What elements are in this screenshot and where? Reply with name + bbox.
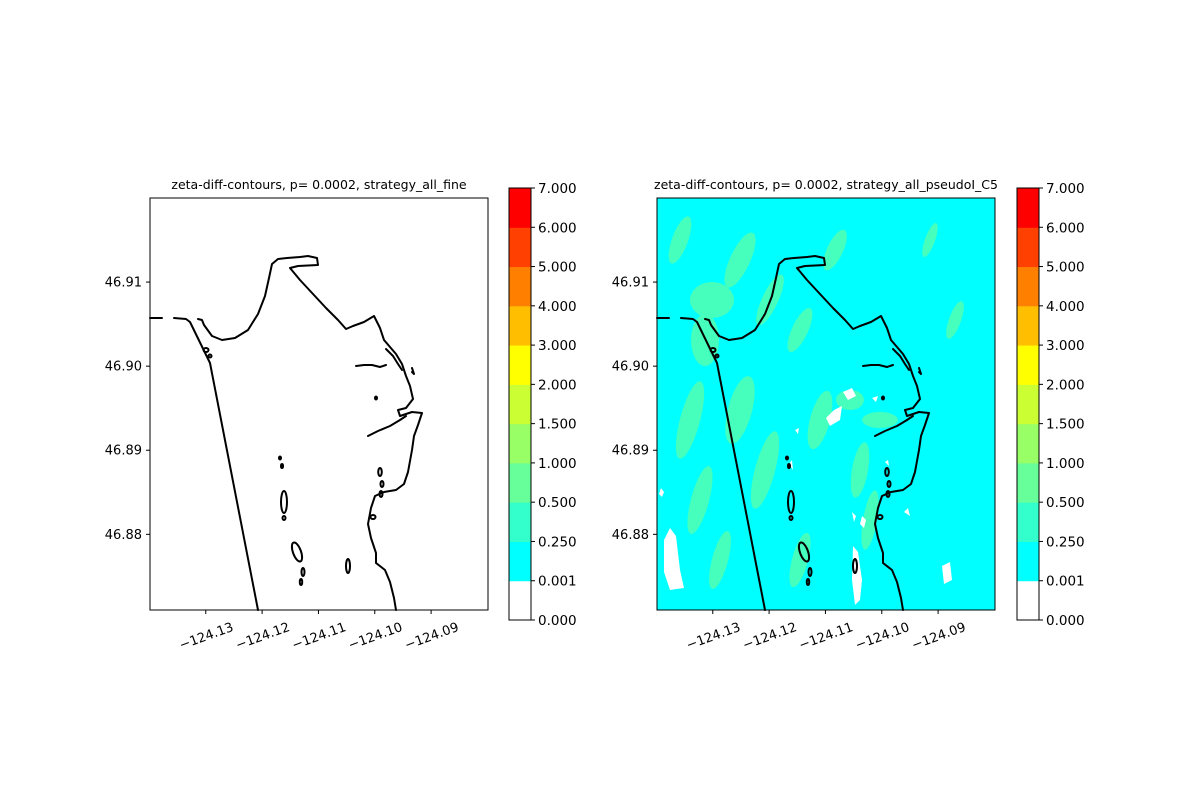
colorbar-segment <box>1017 188 1039 228</box>
colorbar-frame <box>1016 187 1040 621</box>
colorbar-segment <box>1017 423 1039 464</box>
x-tick-label: −124.09 <box>910 620 968 653</box>
y-tick-label: 46.89 <box>612 444 649 459</box>
x-tick-label: −124.12 <box>234 620 292 653</box>
panel-2-title: zeta-diff-contours, p= 0.0002, strategy_… <box>654 177 998 192</box>
x-tick-label: −124.10 <box>854 620 912 653</box>
colorbar-segment <box>509 580 531 621</box>
colorbar-2: 0.000 0.001 0.250 0.500 1.000 1.500 2.000 3.000… <box>1016 181 1085 629</box>
colorbar-label: 4.000 <box>538 299 577 315</box>
colorbar-segment <box>509 423 531 464</box>
colorbar-label: 3.000 <box>538 338 577 354</box>
x-tick-label: −124.13 <box>178 620 236 653</box>
panel-2-field-patches <box>668 216 964 590</box>
colorbar-label: 0.250 <box>1046 534 1085 550</box>
colorbar-label: 7.000 <box>538 181 577 197</box>
colorbar-segment <box>1017 541 1039 582</box>
colorbar-label: 0.500 <box>1046 495 1085 511</box>
panel-2-field-zero-areas <box>659 388 952 605</box>
colorbar-frame <box>508 187 532 621</box>
colorbar-label: 5.000 <box>1046 260 1085 276</box>
y-tick-label: 46.88 <box>612 528 649 543</box>
colorbar-segment <box>509 502 531 542</box>
colorbar-label: 6.000 <box>538 220 577 236</box>
colorbar-segment <box>509 305 531 346</box>
panel-2-field <box>657 198 995 610</box>
colorbar-segment <box>509 227 531 268</box>
y-tick-label: 46.90 <box>612 360 649 375</box>
panel-2-axes-frame <box>656 197 996 611</box>
colorbar-1: 0.000 0.001 0.250 0.500 1.000 1.500 2.000 3.000… <box>508 181 577 629</box>
colorbar-label: 0.500 <box>538 495 577 511</box>
colorbar-label: 0.000 <box>1046 613 1085 629</box>
colorbar-segment <box>1017 462 1039 503</box>
colorbar-segment <box>1017 345 1039 385</box>
colorbar-label: 0.001 <box>538 574 577 590</box>
colorbar-segment <box>1017 227 1039 268</box>
colorbar-label: 5.000 <box>538 260 577 276</box>
colorbar-segment <box>509 462 531 503</box>
colorbar-label: 3.000 <box>1046 338 1085 354</box>
colorbar-segment <box>509 384 531 425</box>
panel-1: zeta-diff-contours, p= 0.0002, strategy_… <box>105 177 489 653</box>
colorbar-segment <box>1017 384 1039 425</box>
colorbar-segment <box>509 188 531 228</box>
colorbar-label: 2.000 <box>1046 377 1085 393</box>
y-tick-label: 46.90 <box>105 360 142 375</box>
colorbar-label: 7.000 <box>1046 181 1085 197</box>
colorbar-label: 1.000 <box>1046 456 1085 472</box>
colorbar-label: 1.500 <box>1046 417 1085 433</box>
y-tick-label: 46.88 <box>105 528 142 543</box>
x-tick-label: −124.10 <box>347 620 405 653</box>
colorbar-label: 1.000 <box>538 456 577 472</box>
colorbar-label: 1.500 <box>538 417 577 433</box>
y-tick-label: 46.91 <box>105 276 142 291</box>
colorbar-label: 4.000 <box>1046 299 1085 315</box>
colorbar-label: 0.001 <box>1046 574 1085 590</box>
y-tick-label: 46.89 <box>105 444 142 459</box>
colorbar-label: 2.000 <box>538 377 577 393</box>
colorbar-segment <box>509 541 531 582</box>
colorbar-segment <box>1017 266 1039 307</box>
x-tick-label: −124.09 <box>403 620 461 653</box>
y-tick-label: 46.91 <box>612 276 649 291</box>
colorbar-segment <box>509 266 531 307</box>
x-tick-label: −124.11 <box>290 620 348 653</box>
colorbar-label: 0.000 <box>538 613 577 629</box>
colorbar-segment <box>1017 580 1039 621</box>
x-tick-label: −124.11 <box>797 620 855 653</box>
panel-1-axes-frame <box>149 197 489 611</box>
colorbar-label: 0.250 <box>538 534 577 550</box>
colorbar-segment <box>1017 502 1039 542</box>
colorbar-segment <box>1017 305 1039 346</box>
colorbar-label: 6.000 <box>1046 220 1085 236</box>
x-tick-label: −124.13 <box>685 620 743 653</box>
x-tick-label: −124.12 <box>741 620 799 653</box>
panel-2: zeta-diff-contours, p= 0.0002, strategy_… <box>612 177 998 653</box>
panel-1-title: zeta-diff-contours, p= 0.0002, strategy_… <box>171 177 466 192</box>
colorbar-segment <box>509 345 531 385</box>
panel-1-plot-area <box>150 198 488 610</box>
